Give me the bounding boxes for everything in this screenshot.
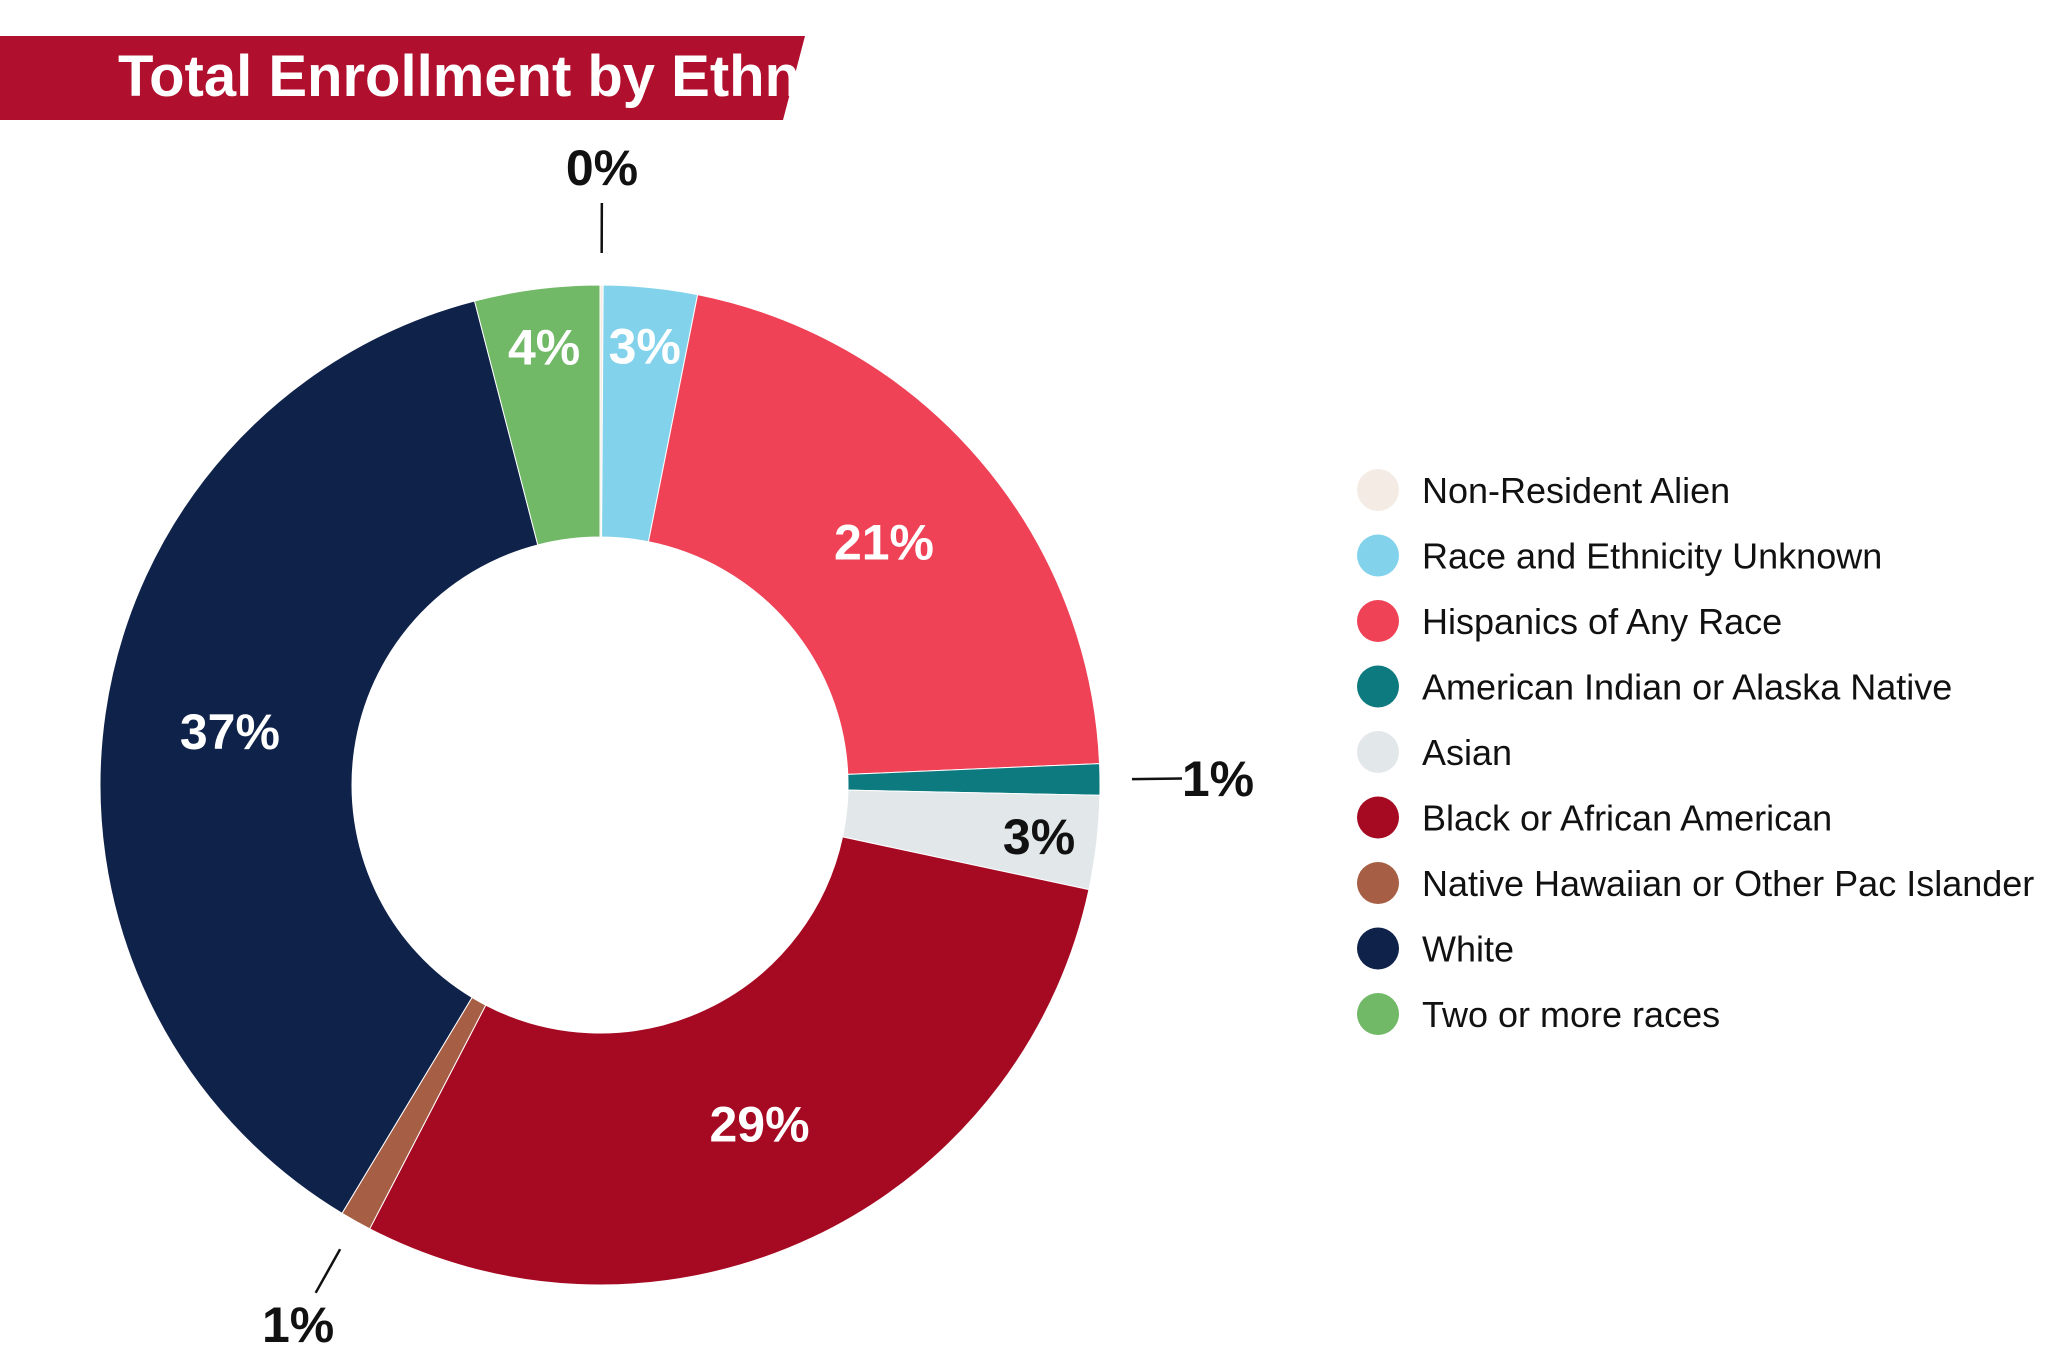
- legend-item-hispanics-of-any-race: Hispanics of Any Race: [1357, 600, 1782, 642]
- legend-label-white: White: [1422, 929, 1514, 970]
- chart-title: Total Enrollment by Ethnicity: [118, 44, 916, 109]
- legend-label-american-indian-or-alaska-native: American Indian or Alaska Native: [1422, 667, 1952, 708]
- legend-label-black-or-african-american: Black or African American: [1422, 798, 1832, 839]
- legend-item-black-or-african-american: Black or African American: [1357, 796, 1832, 839]
- slice-label-native-hawaiian-or-other-pac-islander: 1%: [262, 1297, 334, 1353]
- title-banner: Total Enrollment by Ethnicity: [0, 36, 916, 120]
- legend-swatch-race-and-ethnicity-unknown: [1357, 534, 1399, 577]
- legend-swatch-non-resident-alien: [1357, 469, 1399, 511]
- legend-label-race-and-ethnicity-unknown: Race and Ethnicity Unknown: [1422, 536, 1882, 577]
- legend-item-native-hawaiian-or-other-pac-islander: Native Hawaiian or Other Pac Islander: [1357, 862, 2034, 904]
- legend-swatch-asian: [1357, 731, 1399, 773]
- legend-swatch-hispanics-of-any-race: [1357, 600, 1399, 642]
- slice-label-non-resident-alien: 0%: [566, 140, 638, 196]
- legend-label-two-or-more-races: Two or more races: [1422, 994, 1720, 1035]
- slice-hispanics-of-any-race: [647, 294, 1101, 775]
- legend-item-two-or-more-races: Two or more races: [1357, 993, 1720, 1035]
- slice-label-hispanics-of-any-race: 21%: [834, 515, 934, 571]
- slice-label-two-or-more-races: 4%: [508, 320, 580, 376]
- title-banner-shape: [0, 36, 805, 120]
- legend-item-asian: Asian: [1357, 731, 1512, 773]
- slice-labels: 0% 3% 21% 1% 3% 29% 1% 37% 4%: [180, 140, 1254, 1353]
- legend-swatch-native-hawaiian-or-other-pac-islander: [1357, 862, 1399, 904]
- legend-item-white: White: [1357, 927, 1514, 970]
- slice-label-asian: 3%: [1003, 809, 1075, 865]
- legend-swatch-black-or-african-american: [1357, 796, 1399, 839]
- donut-slices: [99, 284, 1101, 1286]
- legend: Non-Resident Alien Race and Ethnicity Unk…: [1357, 469, 2034, 1035]
- slice-two-or-more-races: [473, 284, 601, 546]
- leader-line-native-hawaiian-or-other-pac-islander: [314, 1248, 342, 1294]
- slice-label-race-and-ethnicity-unknown: 3%: [609, 318, 681, 374]
- slice-label-black-or-african-american: 29%: [709, 1096, 809, 1152]
- legend-item-race-and-ethnicity-unknown: Race and Ethnicity Unknown: [1357, 534, 1882, 577]
- legend-item-american-indian-or-alaska-native: American Indian or Alaska Native: [1357, 665, 1952, 708]
- legend-label-hispanics-of-any-race: Hispanics of Any Race: [1422, 601, 1782, 642]
- leader-lines: [314, 202, 1182, 1294]
- slice-label-white: 37%: [180, 704, 280, 760]
- legend-label-non-resident-alien: Non-Resident Alien: [1422, 470, 1730, 511]
- legend-label-asian: Asian: [1422, 732, 1512, 773]
- slice-label-american-indian-or-alaska-native: 1%: [1182, 751, 1254, 807]
- legend-item-non-resident-alien: Non-Resident Alien: [1357, 469, 1730, 511]
- leader-line-american-indian-or-alaska-native: [1131, 777, 1182, 781]
- slice-white: [99, 300, 539, 1215]
- legend-swatch-white: [1357, 927, 1399, 970]
- slice-black-or-african-american: [369, 836, 1090, 1286]
- legend-swatch-american-indian-or-alaska-native: [1357, 665, 1399, 708]
- legend-swatch-two-or-more-races: [1357, 993, 1399, 1035]
- legend-label-native-hawaiian-or-other-pac-islander: Native Hawaiian or Other Pac Islander: [1422, 863, 2034, 904]
